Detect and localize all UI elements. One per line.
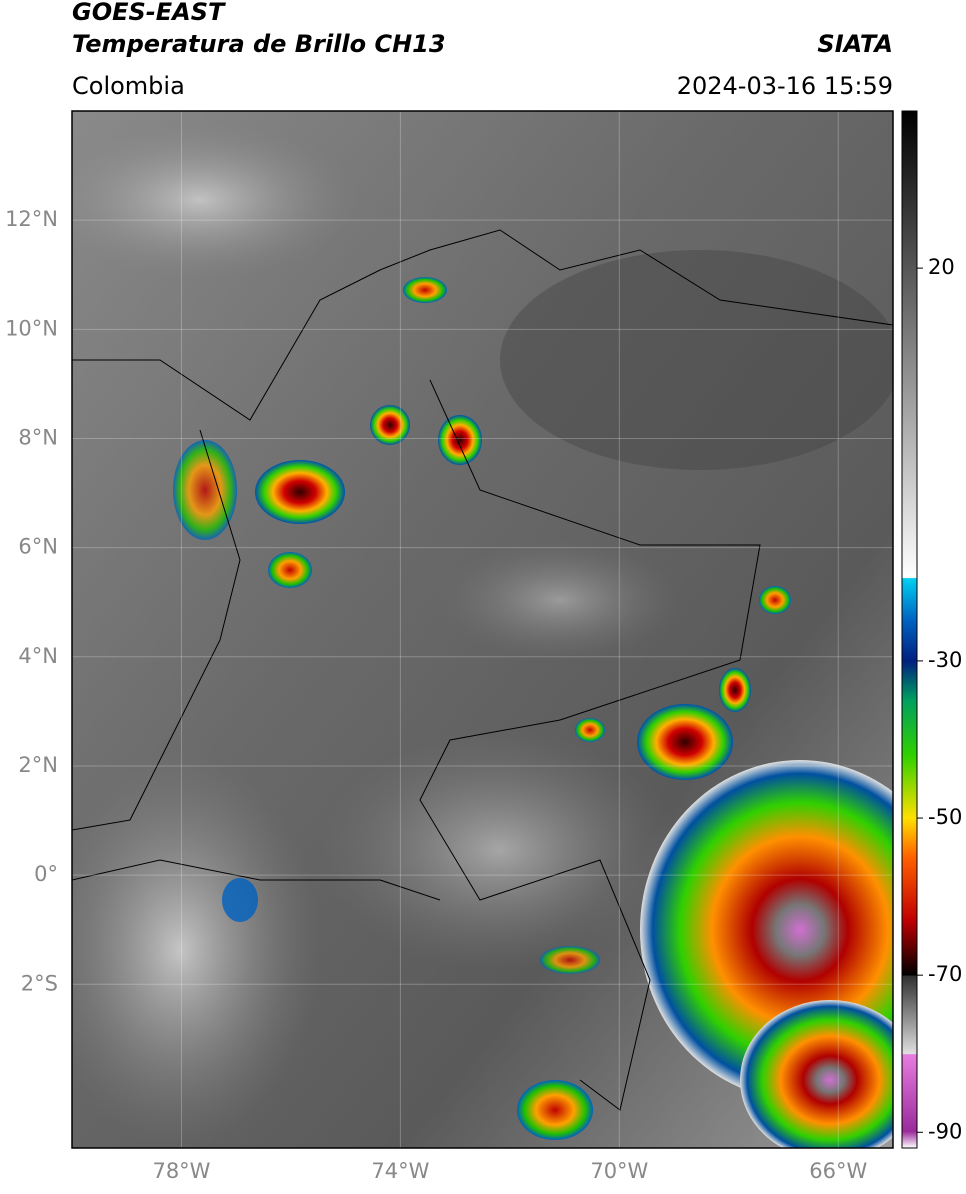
lon-tick-label: 70°W [590, 1159, 648, 1183]
colorbar-tick-label: -90 [928, 1119, 962, 1143]
imagery [72, 111, 893, 1148]
colorbar-tick-label: -70 [928, 962, 962, 986]
lat-tick-label: 4°N [18, 644, 58, 668]
colorbar [901, 110, 918, 1149]
subtitle: Temperatura de Brillo CH13 [72, 30, 446, 58]
lat-tick-label: 6°N [18, 535, 58, 559]
lat-tick-label: 2°S [21, 971, 58, 995]
source: SIATA [817, 30, 893, 58]
lat-tick-label: 0° [34, 862, 58, 886]
map-frame [71, 110, 894, 1149]
lat-tick-label: 12°N [5, 207, 58, 231]
datetime: 2024-03-16 15:59 [677, 72, 893, 100]
colorbar-tick-label: -30 [928, 648, 962, 672]
region: Colombia [72, 72, 185, 100]
colorbar-tick-label: 20 [928, 255, 955, 279]
title: GOES-EAST [72, 0, 226, 26]
colorbar-tick-label: -50 [928, 805, 962, 829]
lon-tick-label: 66°W [809, 1159, 867, 1183]
grid [72, 111, 893, 1148]
lat-tick-label: 2°N [18, 753, 58, 777]
lon-tick-label: 78°W [152, 1159, 210, 1183]
lat-tick-label: 10°N [5, 316, 58, 340]
lat-tick-label: 8°N [18, 425, 58, 449]
lon-tick-label: 74°W [371, 1159, 429, 1183]
